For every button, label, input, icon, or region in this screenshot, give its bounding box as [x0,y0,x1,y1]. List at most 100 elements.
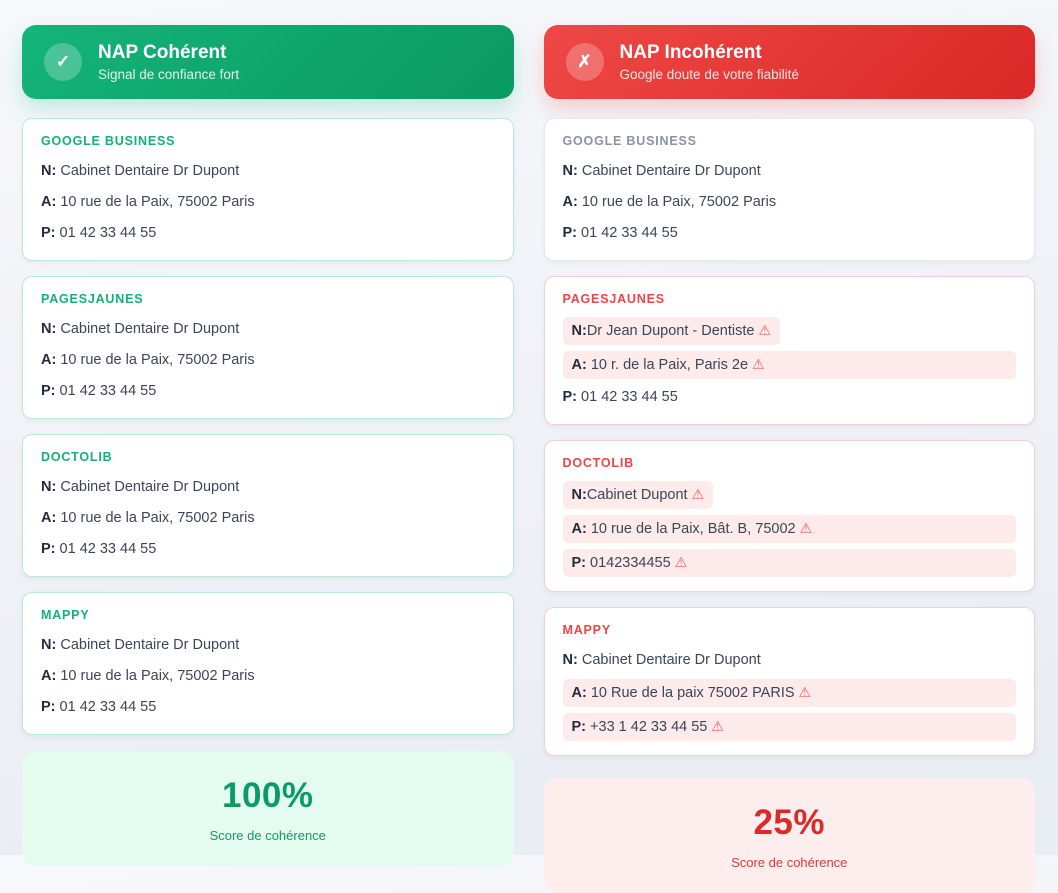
row-label: P: [41,541,56,557]
header-title: NAP Cohérent [98,41,227,63]
nap-row: N: Cabinet Dentaire Dr Dupont [41,475,495,500]
row-label: P: [41,699,56,715]
header-title: NAP Incohérent [619,41,762,63]
nap-row: P: +33 1 42 33 44 55 ⚠ [562,713,1016,741]
header-text: NAP Incohérent Google doute de votre fia… [620,42,799,83]
listing-card-doctolib: DOCTOLIB N: Cabinet Dupont ⚠ A: 10 rue de … [543,440,1035,592]
score-box: 100% Score de cohérence [22,751,514,866]
row-value: 10 rue de la Paix, 75002 Paris [60,352,255,368]
row-label: N: [41,637,57,653]
row-value: 10 rue de la Paix, 75002 Paris [581,194,777,210]
row-label: P: [571,719,587,735]
row-value: Cabinet Dentaire Dr Dupont [581,652,761,668]
row-value: Cabinet Dentaire Dr Dupont [60,637,240,653]
row-value: 01 42 33 44 55 [59,541,157,557]
row-value: 10 rue de la Paix, 75002 Paris [60,510,255,526]
row-label: A: [571,521,587,537]
warning-icon: ⚠ [711,718,724,734]
row-label: A: [571,685,587,701]
nap-row: A: 10 rue de la Paix, Bât. B, 75002 ⚠ [562,515,1016,543]
row-value: Cabinet Dentaire Dr Dupont [60,163,240,179]
row-value: Cabinet Dentaire Dr Dupont [60,479,240,495]
row-label: P: [571,555,587,571]
row-label: A: [41,510,57,526]
row-label: N: [571,487,587,503]
row-value: Cabinet Dentaire Dr Dupont [60,321,240,337]
column-header: ✗ NAP Incohérent Google doute de votre f… [543,25,1035,99]
row-label: N: [41,163,57,179]
check-icon: ✓ [55,52,71,71]
source-title: DOCTOLIB [562,456,634,470]
nap-row: A: 10 rue de la Paix, 75002 Paris [41,348,495,373]
nap-row: N: Cabinet Dupont ⚠ [562,481,714,509]
row-value: 10 rue de la Paix, 75002 Paris [60,668,255,684]
warning-icon: ⚠ [752,356,765,372]
score-label: Score de cohérence [731,855,848,870]
source-title: DOCTOLIB [41,450,113,464]
row-value: 0142334455 [590,555,671,571]
header-icon-circle: ✗ [565,43,604,81]
nap-row: P: 01 42 33 44 55 [41,379,495,404]
header-subtitle: Signal de confiance fort [98,67,240,83]
nap-row: N: Cabinet Dentaire Dr Dupont [41,633,495,658]
row-value: 10 rue de la Paix, Bât. B, 75002 [590,521,796,537]
nap-row: P: 01 42 33 44 55 [41,537,495,562]
row-label: N: [41,479,57,495]
nap-row: A: 10 rue de la Paix, 75002 Paris [41,664,495,689]
row-label: N: [562,163,578,179]
warning-icon: ⚠ [691,486,705,502]
header-icon-circle: ✓ [44,43,82,81]
cards-list: GOOGLE BUSINESS N: Cabinet Dentaire Dr D… [543,118,1035,756]
listing-card-google-business: GOOGLE BUSINESS N: Cabinet Dentaire Dr D… [22,118,514,261]
row-value: Dr Jean Dupont - Dentiste [586,323,755,339]
cross-icon: ✗ [577,52,592,71]
cards-list: GOOGLE BUSINESS N: Cabinet Dentaire Dr D… [22,118,514,735]
column-incoherent: ✗ NAP Incohérent Google doute de votre f… [543,25,1035,893]
warning-icon: ⚠ [758,322,772,338]
row-value: +33 1 42 33 44 55 [590,719,708,735]
warning-icon: ⚠ [798,684,812,700]
row-label: P: [41,383,56,399]
listing-card-google-business: GOOGLE BUSINESS N: Cabinet Dentaire Dr D… [543,118,1035,261]
nap-row: P: 01 42 33 44 55 [41,221,495,246]
listing-card-doctolib: DOCTOLIB N: Cabinet Dentaire Dr Dupont A:… [22,434,514,577]
nap-row: A: 10 rue de la Paix, 75002 Paris [41,190,495,215]
row-value: 10 r. de la Paix, Paris 2e [590,357,749,373]
column-header: ✓ NAP Cohérent Signal de confiance fort [22,25,514,99]
source-title: PAGESJAUNES [562,292,665,306]
row-label: P: [562,389,578,405]
score-box: 25% Score de cohérence [543,778,1035,893]
score-value: 100% [221,776,314,815]
nap-row: N: Dr Jean Dupont - Dentiste ⚠ [562,317,781,345]
row-value: 10 rue de la Paix, 75002 Paris [60,194,255,210]
source-title: GOOGLE BUSINESS [41,134,176,148]
row-label: A: [41,194,57,210]
warning-icon: ⚠ [799,520,813,536]
nap-row: N: Cabinet Dentaire Dr Dupont [563,159,1017,184]
nap-row: A: 10 rue de la Paix, 75002 Paris [41,506,495,531]
listing-card-mappy: MAPPY N: Cabinet Dentaire Dr Dupont A: 10… [22,592,514,735]
nap-row: N: Cabinet Dentaire Dr Dupont [41,317,495,342]
row-label: N: [562,652,578,668]
header-text: NAP Cohérent Signal de confiance fort [98,42,239,83]
nap-row: A: 10 r. de la Paix, Paris 2e ⚠ [562,351,1016,379]
nap-row: P: 0142334455 ⚠ [562,549,1016,577]
source-title: MAPPY [562,623,611,637]
listing-card-pagesjaunes: PAGESJAUNES N: Cabinet Dentaire Dr Dupon… [22,276,514,419]
row-label: P: [562,225,578,241]
nap-row: A: 10 Rue de la paix 75002 PARIS ⚠ [562,679,1016,707]
nap-row: N: Cabinet Dentaire Dr Dupont [563,648,1017,673]
row-value: Cabinet Dupont [586,487,688,503]
row-value: 10 Rue de la paix 75002 PARIS [590,685,795,701]
score-value: 25% [753,803,826,842]
row-label: A: [41,668,57,684]
row-value: Cabinet Dentaire Dr Dupont [581,163,761,179]
row-label: N: [571,323,587,339]
nap-row: A: 10 rue de la Paix, 75002 Paris [563,190,1017,215]
warning-icon: ⚠ [674,554,688,570]
row-value: 01 42 33 44 55 [581,389,678,405]
source-title: GOOGLE BUSINESS [562,134,697,148]
row-value: 01 42 33 44 55 [59,225,157,241]
nap-row: P: 01 42 33 44 55 [563,221,1017,246]
row-label: P: [41,225,56,241]
